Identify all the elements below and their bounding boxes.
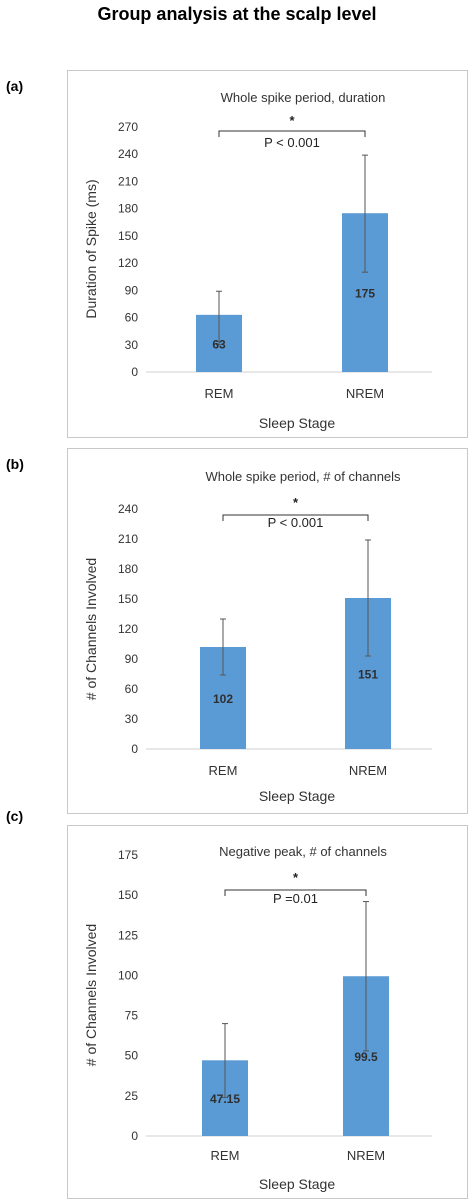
panel-a-data-label: 63 — [212, 337, 226, 351]
panel-c-chart-title: Negative peak, # of channels — [219, 844, 387, 859]
panel-a-ytick-label: 0 — [131, 365, 138, 379]
panel-c-significance-bracket — [224, 889, 367, 896]
panel-c-ytick-label: 175 — [118, 848, 138, 862]
panel-c-category-label: NREM — [347, 1148, 385, 1163]
panel-c-category-label: REM — [211, 1148, 240, 1163]
figure-title: Group analysis at the scalp level — [97, 4, 377, 24]
panel-c-label: (c) — [6, 808, 24, 824]
panel-c-ytick-label: 0 — [131, 1129, 138, 1143]
panel-b-p-value: P < 0.001 — [268, 515, 324, 530]
panel-b-ytick-label: 30 — [125, 712, 139, 726]
panel-a-chart-title: Whole spike period, duration — [221, 90, 386, 105]
panel-b-ytick-label: 150 — [118, 592, 138, 606]
panel-b-y-axis-title: # of Channels Involved — [83, 558, 99, 700]
panel-b-ytick-label: 210 — [118, 532, 138, 546]
panel-c-data-label: 99.5 — [354, 1050, 378, 1064]
panel-a-ytick-label: 90 — [125, 283, 139, 297]
panel-b-data-label: 151 — [358, 668, 378, 682]
panel-a-y-axis-title: Duration of Spike (ms) — [83, 179, 99, 318]
panel-b-frame — [67, 448, 468, 814]
panel-a-x-axis-title: Sleep Stage — [259, 415, 335, 431]
panel-b-ytick-label: 0 — [131, 742, 138, 756]
panel-c-data-label: 47.15 — [210, 1092, 240, 1106]
panel-a-significance-bracket — [218, 130, 366, 137]
panel-c-p-value: P =0.01 — [273, 891, 318, 906]
panel-a-ytick-label: 270 — [118, 120, 138, 134]
panel-b-x-axis-title: Sleep Stage — [259, 788, 335, 804]
panel-a-category-label: REM — [205, 386, 234, 401]
panel-c-ytick-label: 150 — [118, 888, 138, 902]
panel-a-label: (a) — [6, 78, 24, 94]
panel-c-x-axis-title: Sleep Stage — [259, 1176, 335, 1192]
panel-b-significance-bracket — [222, 514, 369, 521]
panel-a-ytick-label: 240 — [118, 147, 138, 161]
panel-b-chart-title: Whole spike period, # of channels — [205, 469, 401, 484]
panel-a-significance-star: * — [289, 113, 295, 128]
panel-a-ytick-label: 210 — [118, 174, 138, 188]
panel-b-data-label: 102 — [213, 692, 233, 706]
panel-a-ytick-label: 150 — [118, 229, 138, 243]
panel-c-ytick-label: 50 — [125, 1049, 139, 1063]
panel-a-ytick-label: 180 — [118, 202, 138, 216]
panel-a-ytick-label: 120 — [118, 256, 138, 270]
panel-b-ytick-label: 90 — [125, 652, 139, 666]
panel-a-data-label: 175 — [355, 287, 375, 301]
panel-b-label: (b) — [6, 456, 24, 472]
panel-b-ytick-label: 60 — [125, 682, 139, 696]
panel-c-ytick-label: 125 — [118, 928, 138, 942]
panel-c-frame — [67, 825, 468, 1199]
panel-c-ytick-label: 100 — [118, 968, 138, 982]
panel-b-category-label: NREM — [349, 763, 387, 778]
panel-c-y-axis-title: # of Channels Involved — [83, 924, 99, 1066]
panel-c-ytick-label: 75 — [125, 1009, 139, 1023]
panel-b-ytick-label: 180 — [118, 562, 138, 576]
panel-a-ytick-label: 60 — [125, 311, 139, 325]
panel-b-category-label: REM — [209, 763, 238, 778]
panel-a-p-value: P < 0.001 — [264, 135, 320, 150]
panel-c-ytick-label: 25 — [125, 1089, 139, 1103]
panel-a-category-label: NREM — [346, 386, 384, 401]
panel-a-ytick-label: 30 — [125, 338, 139, 352]
panel-c-significance-star: * — [293, 870, 299, 885]
panel-b-ytick-label: 120 — [118, 622, 138, 636]
panel-b-ytick-label: 240 — [118, 502, 138, 516]
panel-b-significance-star: * — [293, 495, 299, 510]
